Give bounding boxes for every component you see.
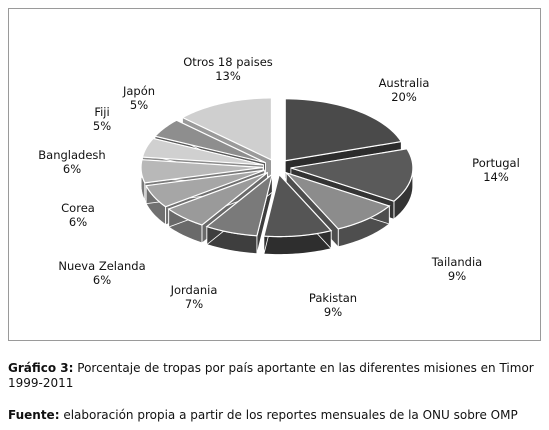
- slice-label: Japón: [122, 84, 155, 98]
- pie-slice-top: [284, 171, 391, 230]
- pie-slice-top: [145, 169, 265, 208]
- figure-source: Fuente: elaboración propia a partir de l…: [8, 408, 544, 423]
- slice-label: Otros 18 paises: [183, 55, 273, 69]
- slice-value-label: 6%: [69, 215, 87, 229]
- slice-label: Fiji: [94, 105, 109, 119]
- pie-slice-top: [290, 148, 414, 202]
- pie-slice-top: [284, 98, 403, 162]
- pie-slice-top: [205, 172, 274, 237]
- slice-value-label: 5%: [130, 98, 148, 112]
- slice-label: Corea: [61, 201, 95, 215]
- pie-slice-top: [141, 137, 264, 166]
- slice-label: Jordania: [170, 283, 218, 297]
- slice-label: Nueva Zelanda: [58, 259, 145, 273]
- slice-label: Bangladesh: [38, 148, 105, 162]
- slice-label: Pakistan: [309, 291, 357, 305]
- caption-prefix: Gráfico 3:: [8, 361, 74, 375]
- slice-value-label: 20%: [391, 90, 417, 104]
- slice-value-label: 9%: [324, 305, 342, 319]
- slice-value-label: 5%: [93, 119, 111, 133]
- pie-slice-top: [263, 173, 333, 238]
- pie-slice-top: [181, 97, 273, 161]
- slice-value-label: 6%: [93, 273, 111, 287]
- pie-slice-top: [167, 172, 268, 226]
- pie-slice-top: [153, 119, 266, 164]
- chart-frame: Australia 20% Portugal 14% Tailandia 9% Pakist…: [8, 8, 541, 341]
- slice-label: Tailandia: [431, 255, 482, 269]
- slice-value-label: 14%: [483, 170, 509, 184]
- pie-slice: [263, 173, 333, 256]
- slice-value-label: 7%: [185, 297, 203, 311]
- pie-slice: [205, 172, 274, 255]
- slice-label: Australia: [379, 76, 430, 90]
- slice-label: Portugal: [472, 156, 520, 170]
- slice-value-label: 6%: [63, 162, 81, 176]
- slice-value-label: 9%: [448, 269, 466, 283]
- pie-chart: Australia20%Portugal14%Tailandia9%Pakist…: [38, 55, 520, 319]
- source-text: elaboración propia a partir de los repor…: [59, 408, 518, 422]
- caption-text: Porcentaje de tropas por país aportante …: [8, 361, 534, 390]
- pie-slice: [284, 171, 391, 248]
- pie-slice-top: [140, 159, 264, 184]
- figure-caption: Gráfico 3: Porcentaje de tropas por país…: [8, 361, 544, 391]
- source-prefix: Fuente:: [8, 408, 60, 422]
- slice-value-label: 13%: [215, 69, 241, 83]
